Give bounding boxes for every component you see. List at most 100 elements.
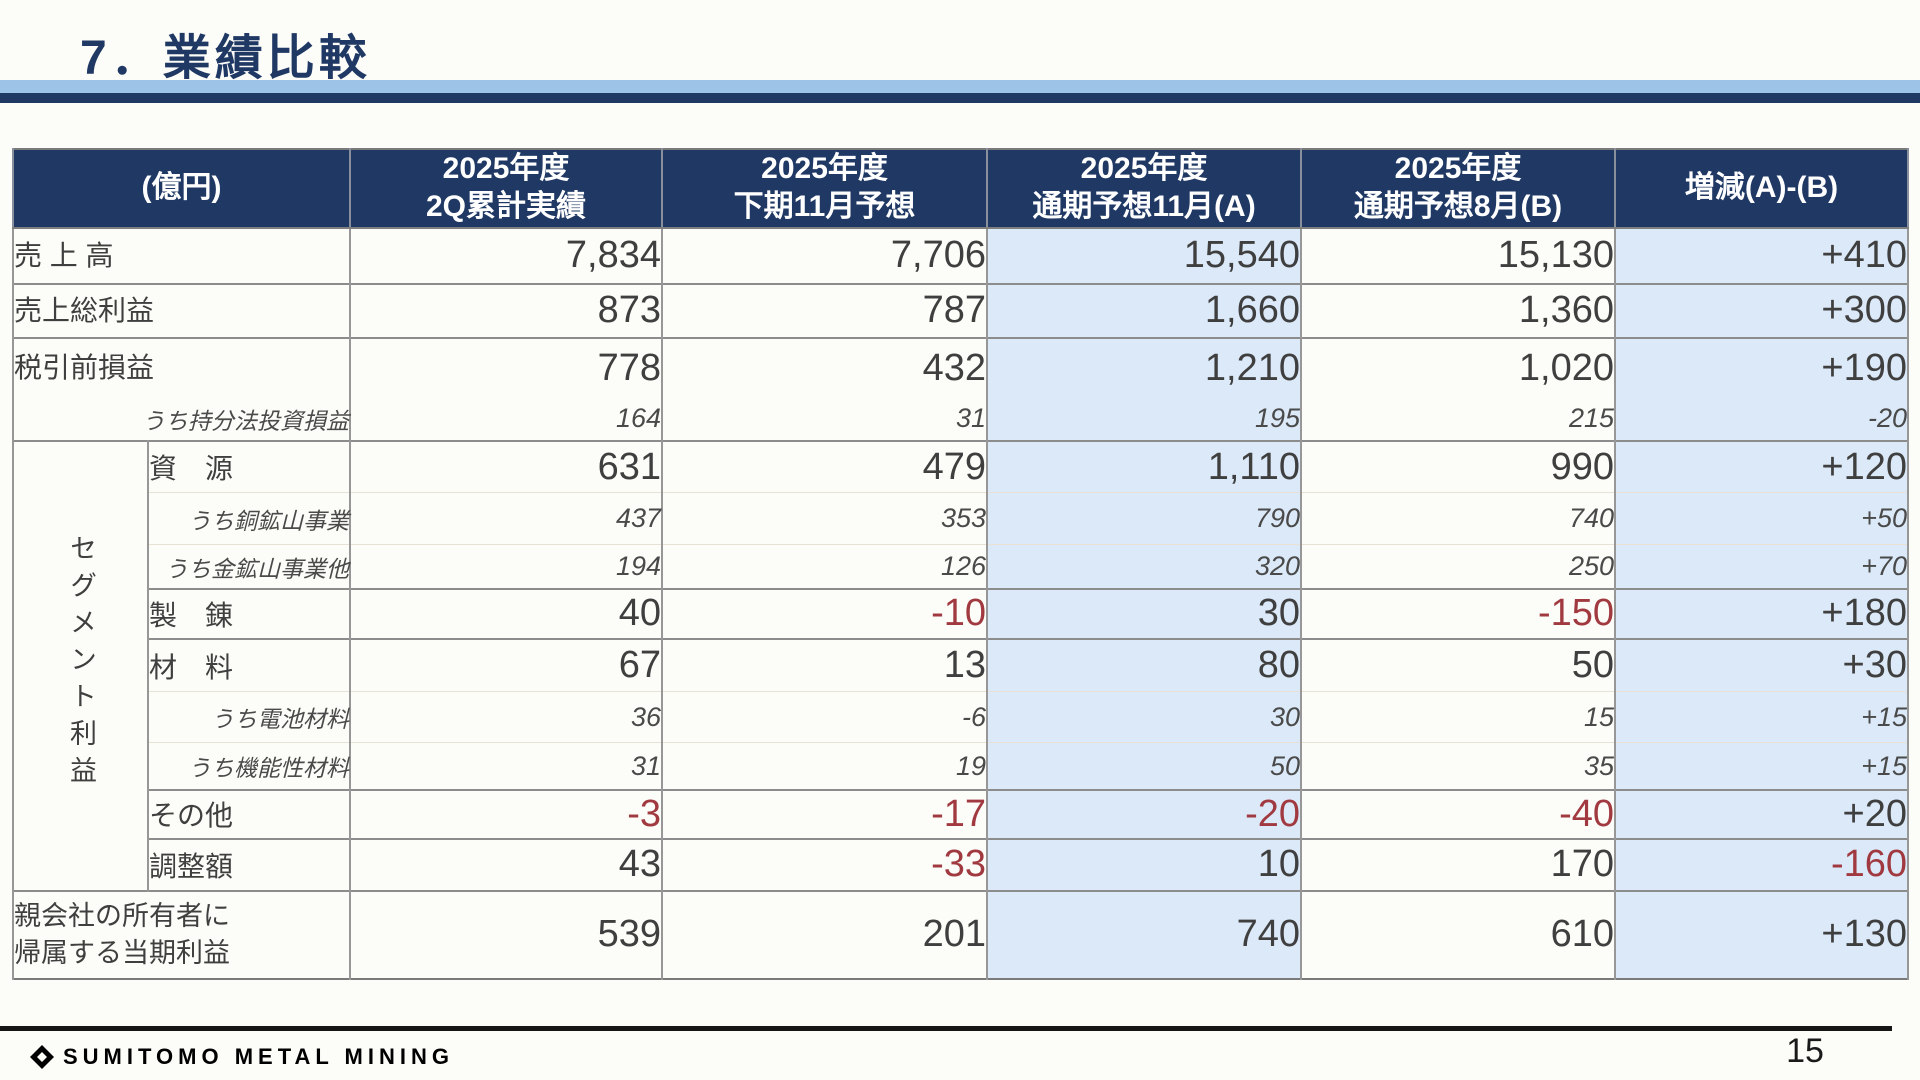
value-cell: 7,834 (349, 227, 664, 284)
row-label: 材 料 (146, 637, 352, 692)
value-cell: 126 (661, 544, 989, 589)
row-label: その他 (146, 788, 352, 839)
value-cell: 50 (1300, 637, 1617, 692)
value-cell: 40 (349, 587, 664, 639)
col-header-h2-nov-forecast: 2025年度 下期11月予想 (661, 149, 989, 229)
value-cell: 873 (349, 282, 664, 338)
value-cell: +15 (1614, 691, 1910, 743)
table-row-equity-method: うち持分法投資損益 164 31 195 215 -20 (11, 397, 1910, 441)
table-row-mineral-resources: セグメント利益 資 源 631 479 1,110 990 +120 (12, 439, 1910, 891)
row-label: 親会社の所有者に 帰属する当期利益 (11, 889, 352, 979)
title-underline-dark (0, 93, 1920, 103)
value-cell: 15,540 (986, 227, 1303, 284)
value-cell: 15,130 (1300, 227, 1617, 284)
value-cell: 1,110 (986, 439, 1303, 493)
value-cell: +30 (1614, 637, 1910, 692)
value-cell: 50 (986, 742, 1303, 790)
table-row-profit-attributable-to-owners: 親会社の所有者に 帰属する当期利益 539 201 740 610 +130 (11, 889, 1910, 979)
footer-logo-text: SUMITOMO METAL MINING (63, 1044, 454, 1069)
value-cell: 43 (349, 837, 664, 891)
value-cell: 790 (986, 492, 1303, 545)
table-header-row: (億円) 2025年度 2Q累計実績 2025年度 下期11月予想 2025年度… (11, 149, 1910, 229)
value-cell: 740 (1300, 492, 1617, 545)
value-cell: 787 (661, 282, 989, 338)
row-label: うち電池材料 (146, 691, 352, 743)
value-cell: +120 (1614, 439, 1910, 493)
title-underline-light (0, 80, 1920, 93)
value-cell: 35 (1300, 742, 1617, 790)
value-cell: -20 (986, 788, 1303, 839)
page-title: 7．業績比較 (80, 32, 371, 85)
value-cell: 194 (349, 544, 664, 589)
value-cell: 250 (1300, 544, 1617, 589)
value-cell: -33 (661, 837, 989, 891)
value-cell: 610 (1300, 889, 1617, 979)
value-cell: 67 (349, 637, 664, 692)
value-cell: -160 (1614, 837, 1910, 891)
page-number: 15 (1786, 1032, 1824, 1070)
row-label: 調整額 (146, 837, 352, 891)
table-row-adjustment: 調整額 43 -33 10 170 -160 (13, 837, 1910, 891)
row-label: 資 源 (146, 439, 352, 493)
value-cell: -6 (661, 691, 989, 743)
table-row-gross-profit: 売上総利益 873 787 1,660 1,360 +300 (11, 282, 1910, 338)
value-cell: 31 (661, 397, 989, 441)
table-row-pretax-profit: 税引前損益 778 432 1,210 1,020 +190 (11, 336, 1910, 398)
table-row-advanced-materials: うち機能性材料 31 19 50 35 +15 (13, 742, 1910, 790)
row-label: 売 上 高 (11, 227, 352, 284)
value-cell: 539 (349, 889, 664, 979)
value-cell: 7,706 (661, 227, 989, 284)
value-cell: -150 (1300, 587, 1617, 639)
value-cell: 631 (349, 439, 664, 493)
row-label: うち持分法投資損益 (11, 397, 352, 441)
table-row-materials: 材 料 67 13 80 50 +30 (13, 637, 1910, 692)
value-cell: +300 (1614, 282, 1910, 338)
value-cell: 13 (661, 637, 989, 692)
value-cell: -3 (349, 788, 664, 839)
value-cell: 778 (349, 336, 664, 398)
value-cell: 10 (986, 837, 1303, 891)
value-cell: 1,020 (1300, 336, 1617, 398)
table-row-gold-mine: うち金鉱山事業他 194 126 320 250 +70 (13, 544, 1910, 589)
value-cell: 15 (1300, 691, 1617, 743)
footer-divider-line (0, 1026, 1892, 1031)
value-cell: 36 (349, 691, 664, 743)
value-cell: +190 (1614, 336, 1910, 398)
value-cell: +15 (1614, 742, 1910, 790)
table-row-battery-materials: うち電池材料 36 -6 30 15 +15 (13, 691, 1910, 743)
value-cell: 353 (661, 492, 989, 545)
value-cell: 164 (349, 397, 664, 441)
row-label: 税引前損益 (11, 336, 352, 398)
value-cell: +180 (1614, 587, 1910, 639)
value-cell: -40 (1300, 788, 1617, 839)
col-header-fy-aug-forecast: 2025年度 通期予想8月(B) (1300, 149, 1617, 229)
row-label: うち機能性材料 (146, 742, 352, 790)
unit-label: (億円) (11, 149, 352, 229)
value-cell: 1,360 (1300, 282, 1617, 338)
value-cell: 80 (986, 637, 1303, 692)
value-cell: 990 (1300, 439, 1617, 493)
value-cell: 479 (661, 439, 989, 493)
footer-logo: SUMITOMO METAL MINING (30, 1042, 454, 1072)
value-cell: 437 (349, 492, 664, 545)
segment-group-label: セグメント利益 (12, 439, 149, 891)
performance-comparison-table: (億円) 2025年度 2Q累計実績 2025年度 下期11月予想 2025年度… (11, 148, 1910, 980)
value-cell: -17 (661, 788, 989, 839)
value-cell: 320 (986, 544, 1303, 589)
table-row-copper-mine: うち銅鉱山事業 437 353 790 740 +50 (13, 492, 1910, 545)
value-cell: +50 (1614, 492, 1910, 545)
value-cell: 30 (986, 587, 1303, 639)
col-header-change: 増減(A)-(B) (1614, 149, 1910, 229)
table-row-others: その他 -3 -17 -20 -40 +20 (13, 788, 1910, 839)
value-cell: +130 (1614, 889, 1910, 979)
value-cell: 31 (349, 742, 664, 790)
value-cell: 195 (986, 397, 1303, 441)
value-cell: 1,210 (986, 336, 1303, 398)
col-header-2q-actual: 2025年度 2Q累計実績 (349, 149, 664, 229)
value-cell: 201 (661, 889, 989, 979)
value-cell: -10 (661, 587, 989, 639)
row-label: うち金鉱山事業他 (146, 544, 352, 589)
value-cell: -20 (1614, 397, 1910, 441)
value-cell: 740 (986, 889, 1303, 979)
row-label: うち銅鉱山事業 (146, 492, 352, 545)
